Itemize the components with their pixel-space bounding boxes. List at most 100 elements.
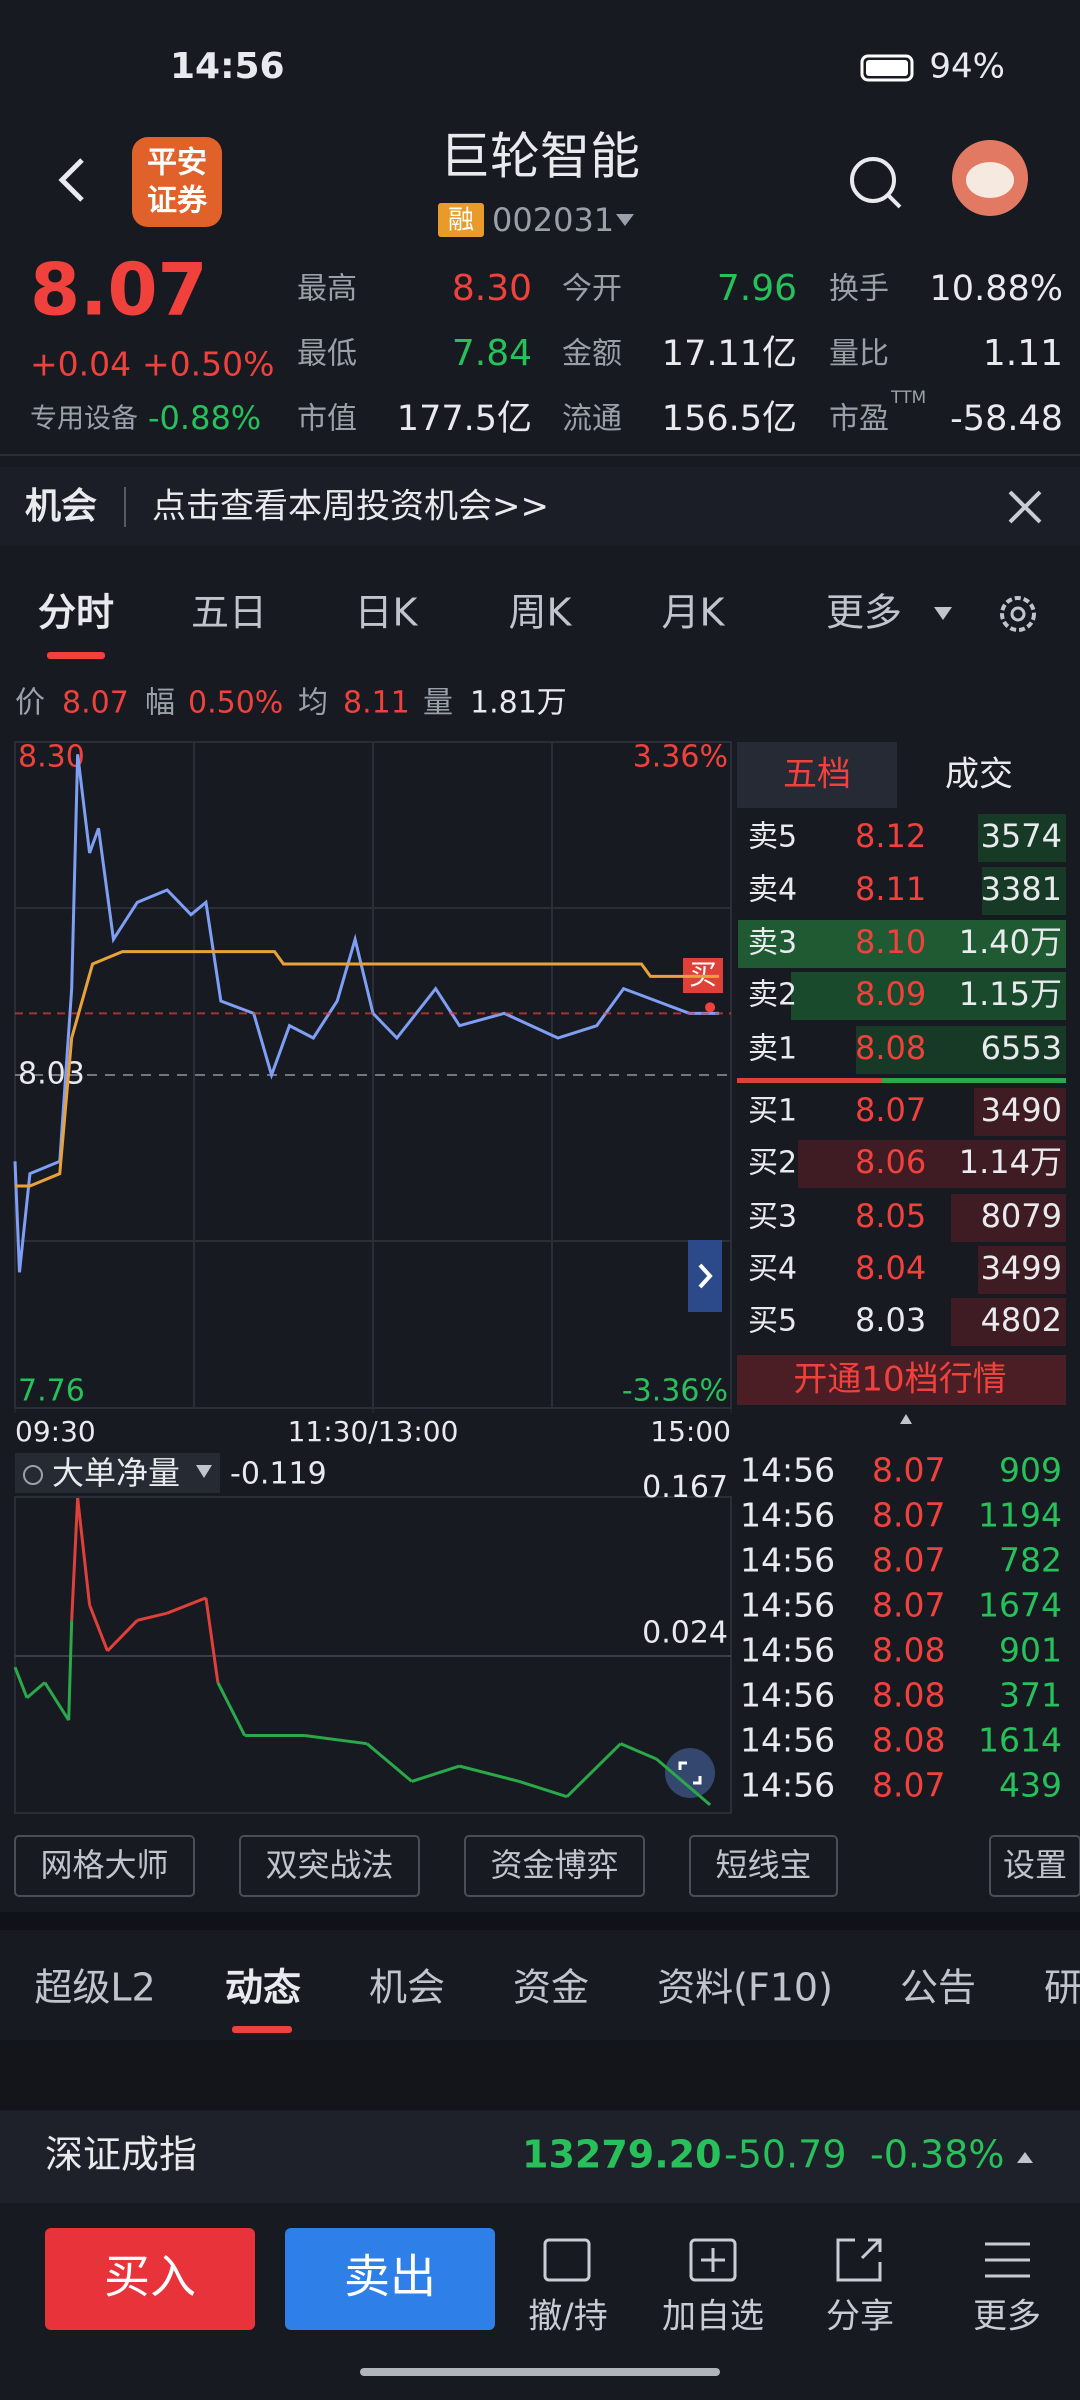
order-price: 8.06 <box>855 1143 926 1181</box>
back-button[interactable] <box>58 158 84 202</box>
y-tick-label: 8.30 <box>18 740 85 775</box>
chart-tab[interactable]: 周K <box>509 591 573 635</box>
order-level: 买2 <box>748 1146 797 1181</box>
depth-bar <box>978 814 1066 862</box>
action-label[interactable]: 分享 <box>826 2297 894 2337</box>
change: +0.04 <box>30 345 131 384</box>
trade-volume: 901 <box>999 1631 1062 1670</box>
trade-time: 14:56 <box>740 1586 835 1625</box>
indicator-dropdown <box>196 1465 212 1478</box>
close-banner[interactable] <box>1008 490 1042 524</box>
order-volume: 8079 <box>981 1197 1062 1235</box>
tool-button-label[interactable]: 双突战法 <box>265 1846 393 1884</box>
search-button[interactable] <box>850 157 896 203</box>
tool-button[interactable] <box>14 1835 195 1897</box>
fullscreen-button[interactable] <box>665 1748 715 1798</box>
order-price: 8.04 <box>855 1249 926 1287</box>
order-volume: 3381 <box>981 870 1062 908</box>
battery-level <box>866 60 908 76</box>
depth-bar <box>974 1088 1066 1136</box>
depth-bar <box>951 1298 1066 1346</box>
fullscreen-icon <box>678 1761 702 1785</box>
order-price: 8.05 <box>855 1197 926 1235</box>
scroll-caret[interactable] <box>900 1414 912 1424</box>
trade-price: 8.08 <box>872 1631 945 1670</box>
buy-button[interactable] <box>45 2228 255 2330</box>
chart-tab[interactable]: 分时 <box>38 591 114 635</box>
action-label[interactable]: 更多 <box>973 2297 1041 2337</box>
order-level: 卖1 <box>748 1032 797 1067</box>
tool-button[interactable] <box>989 1835 1080 1897</box>
trade-time: 14:56 <box>740 1496 835 1535</box>
indicator-segment <box>620 1742 658 1761</box>
detail-tab[interactable]: 资料(F10) <box>657 1966 833 2010</box>
tool-button-label[interactable]: 设置 <box>1003 1846 1067 1884</box>
tool-button[interactable] <box>464 1835 645 1897</box>
depth-bar <box>856 1026 1066 1074</box>
stat-label: 市值 <box>297 402 357 437</box>
info-label: 价 <box>15 686 45 721</box>
depth-bar <box>798 1140 1066 1188</box>
index-name: 深证成指 <box>45 2133 197 2177</box>
price-line <box>15 950 720 1188</box>
tool-button[interactable] <box>689 1835 838 1897</box>
tool-button-label[interactable]: 资金博弈 <box>490 1846 618 1884</box>
chart-tab[interactable]: 五日 <box>191 591 267 635</box>
upgrade-link[interactable]: 开通10档行情 <box>793 1360 1006 1400</box>
trade-volume: 439 <box>999 1766 1062 1805</box>
trade-price: 8.07 <box>872 1451 945 1490</box>
stat-label: 换手 <box>829 272 889 307</box>
detail-tab[interactable]: 超级L2 <box>34 1966 155 2010</box>
index-caret[interactable] <box>1017 2152 1033 2163</box>
buy-label[interactable]: 买入 <box>104 2250 196 2304</box>
spread-divider <box>882 1078 1066 1083</box>
tool-button[interactable] <box>239 1835 420 1897</box>
stat-value: 8.30 <box>452 268 532 309</box>
sell-button[interactable] <box>285 2228 495 2330</box>
expand-arrow[interactable] <box>688 1240 722 1312</box>
code-dropdown[interactable] <box>616 214 634 226</box>
search-handle <box>886 193 902 209</box>
chart-tab[interactable]: 月K <box>662 591 726 635</box>
broker-logo <box>132 137 222 227</box>
action-label[interactable]: 撤/持 <box>528 2297 607 2337</box>
sell-label[interactable]: 卖出 <box>344 2250 436 2304</box>
trade-time: 14:56 <box>740 1451 835 1490</box>
index-value: 13279.20 <box>522 2133 722 2177</box>
y-tick-label: 0.024 <box>642 1616 728 1651</box>
info-label: 幅 <box>145 686 175 721</box>
indicator-frame <box>14 1496 732 1814</box>
indicator-selector[interactable] <box>15 1453 220 1493</box>
separator <box>0 1912 1080 1930</box>
buy-marker: 买 <box>689 958 717 991</box>
info-value: 1.81万 <box>470 686 567 721</box>
order-level: 买3 <box>748 1200 797 1235</box>
order-tab[interactable]: 五档 <box>783 755 851 795</box>
info-value: 0.50% <box>188 686 283 721</box>
order-tab[interactable]: 成交 <box>945 755 1013 795</box>
action-label[interactable]: 加自选 <box>662 2297 764 2337</box>
stock-code: 002031 <box>492 201 614 239</box>
banner-text[interactable]: 点击查看本周投资机会>> <box>152 487 549 527</box>
chart-tab[interactable]: 日K <box>355 591 419 635</box>
indicator-segment <box>565 1742 622 1798</box>
detail-tab[interactable]: 资金 <box>513 1966 589 2010</box>
detail-tab[interactable]: 机会 <box>369 1966 445 2010</box>
trade-volume: 371 <box>999 1676 1062 1715</box>
trade-price: 8.07 <box>872 1586 945 1625</box>
depth-bar <box>791 972 1066 1020</box>
trade-volume: 909 <box>999 1451 1062 1490</box>
active-tab-indicator <box>47 652 105 659</box>
more-dropdown[interactable] <box>934 607 952 620</box>
tool-button-label[interactable]: 短线宝 <box>715 1846 811 1884</box>
detail-tab[interactable]: 动态 <box>225 1966 301 2010</box>
chart-tab[interactable]: 更多 <box>826 591 902 635</box>
tool-button-label[interactable]: 网格大师 <box>40 1846 168 1884</box>
sector-change: -0.88% <box>148 399 261 437</box>
settings-button[interactable] <box>1000 596 1036 632</box>
detail-tab[interactable]: 公告 <box>900 1966 976 2010</box>
indicator-segment <box>70 1497 80 1621</box>
info-value: 8.07 <box>62 686 129 721</box>
stat-label-sup: TTM <box>890 388 926 408</box>
detail-tab[interactable]: 研 <box>1044 1966 1080 2010</box>
